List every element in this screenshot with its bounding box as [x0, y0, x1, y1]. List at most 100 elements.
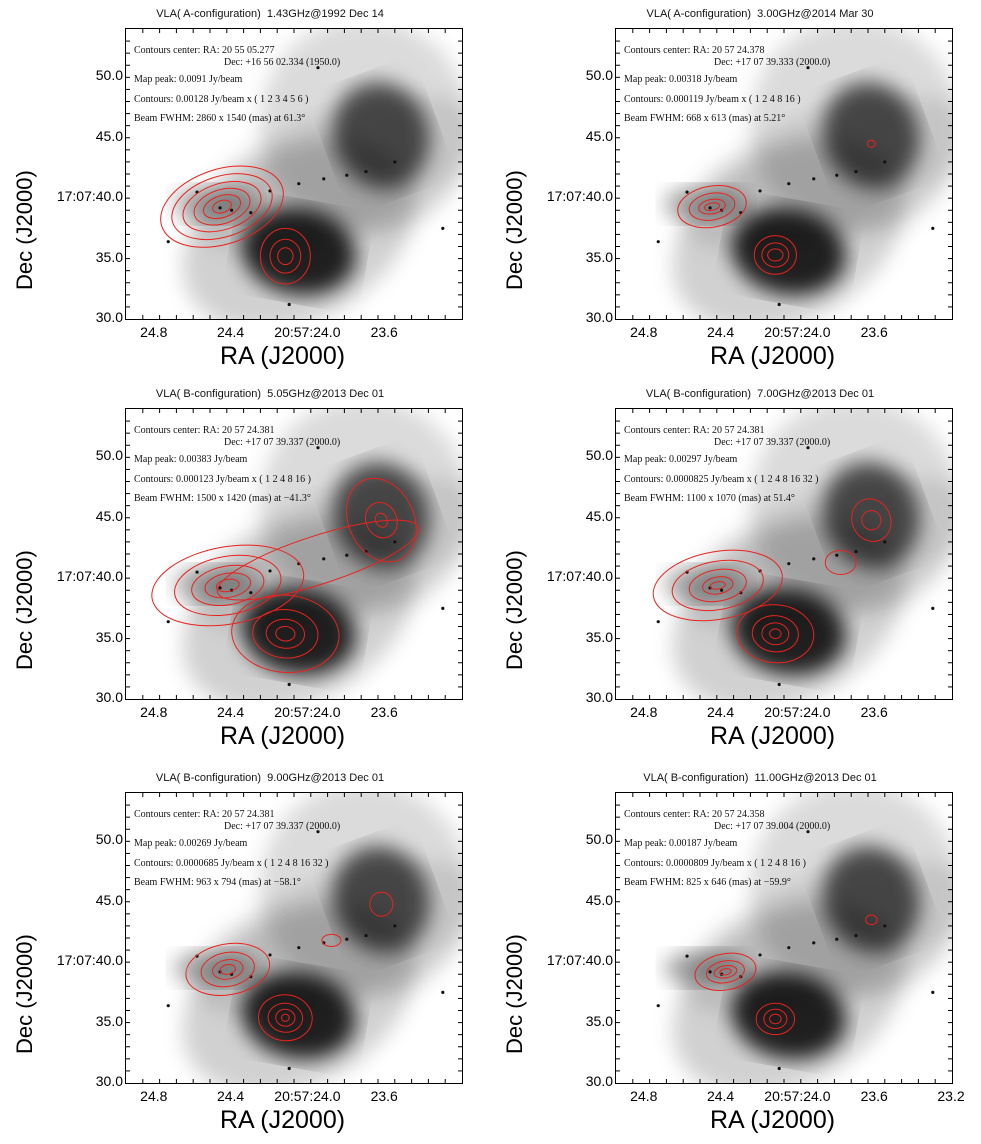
info-center-dec: Dec: +17 07 39.337 (2000.0)	[714, 437, 831, 448]
x-tick-label: 24.4	[216, 1088, 245, 1104]
contour-map	[616, 409, 952, 699]
info-peak: Map peak: 0.00383 Jy/beam	[134, 454, 248, 465]
y-tick-label: 30.0	[95, 309, 123, 325]
contour-level-3	[277, 247, 294, 266]
point-source	[777, 1066, 781, 1071]
contour-level-1	[151, 544, 305, 627]
point-source	[287, 1066, 291, 1071]
contour-level-4	[702, 576, 734, 595]
point-source	[931, 606, 935, 610]
point-source	[441, 606, 445, 610]
point-source	[249, 211, 253, 215]
info-center-dec: Dec: +16 56 02.334 (1950.0)	[224, 57, 341, 68]
x-tick-label: 23.6	[860, 704, 888, 720]
contour-level-2	[751, 615, 799, 653]
panel-title: VLA( B-configuration) 9.00GHz@2013 Dec 0…	[155, 772, 385, 784]
x-axis-title: RA (J2000)	[220, 1106, 346, 1134]
point-source	[854, 169, 858, 174]
contour-level-3	[698, 198, 726, 215]
contour-level-1	[753, 235, 797, 275]
x-tick-label: 20:57:24.0	[764, 324, 831, 340]
info-center-ra: Contours center: RA: 20 57 24.358	[624, 809, 765, 820]
point-source	[393, 160, 397, 164]
contour-level-1	[824, 549, 857, 576]
x-tick-label: 24.8	[140, 324, 168, 340]
y-tick-label: 35.0	[585, 248, 613, 265]
point-source	[708, 970, 712, 974]
point-source	[345, 553, 349, 557]
galaxy-emission	[191, 860, 462, 1016]
x-axis-title: RA (J2000)	[710, 342, 836, 370]
x-tick-label: 24.4	[706, 324, 735, 340]
info-beam: Beam FWHM: 1100 x 1070 (mas) at 51.4°	[624, 493, 795, 504]
contour-level-1	[216, 519, 420, 601]
y-tick-label: 17:07:40.0	[546, 952, 613, 969]
info-center-ra: Contours center: RA: 20 55 05.277	[134, 45, 275, 56]
point-source	[883, 160, 887, 164]
contour-level-2	[763, 1008, 788, 1030]
point-source	[441, 990, 445, 994]
x-tick-label: 23.2	[937, 1088, 965, 1104]
point-source	[787, 182, 791, 186]
point-source	[883, 540, 887, 544]
panel-title: VLA( B-configuration) 5.05GHz@2013 Dec 0…	[155, 388, 385, 400]
contour-level-1	[160, 165, 284, 248]
point-source	[322, 177, 326, 181]
point-source	[656, 620, 660, 624]
x-tick-label: 23.6	[860, 324, 888, 340]
contour-level-4	[769, 628, 782, 640]
y-tick-label: 45.0	[95, 891, 123, 908]
galaxy-emission	[174, 566, 259, 603]
plot-area: Contours center: RA: 20 55 05.277 Dec: +1…	[125, 28, 463, 320]
contour-map	[126, 793, 462, 1083]
point-source	[758, 953, 762, 957]
point-source	[345, 937, 349, 941]
point-source	[287, 302, 291, 307]
y-tick-label: 17:07:40.0	[56, 188, 123, 205]
point-source	[777, 302, 781, 307]
contour-map	[126, 29, 462, 319]
x-tick-label: 24.8	[630, 1088, 658, 1104]
point-source	[195, 570, 199, 574]
point-source	[393, 924, 397, 928]
contour-level-2	[364, 502, 398, 539]
y-tick-label: 17:07:40.0	[546, 568, 613, 585]
point-source	[268, 569, 272, 573]
panel-title: VLA( A-configuration) 3.00GHz@2014 Mar 3…	[646, 8, 874, 20]
galaxy-emission	[681, 96, 952, 252]
plot-area: Contours center: RA: 20 57 24.378 Dec: +1…	[615, 28, 953, 320]
point-source	[218, 586, 222, 590]
contour-level-2	[861, 510, 882, 531]
y-tick-label: 50.0	[585, 831, 613, 848]
point-source	[812, 557, 816, 561]
point-source	[364, 933, 368, 938]
info-center-dec: Dec: +17 07 39.333 (2000.0)	[714, 57, 831, 68]
y-tick-label: 45.0	[95, 507, 123, 524]
galaxy-emission	[681, 860, 952, 1016]
contour-level-3	[767, 248, 784, 262]
contour-level-3	[713, 965, 738, 979]
y-tick-label: 17:07:40.0	[56, 952, 123, 969]
contour-level-3	[374, 512, 388, 528]
info-beam: Beam FWHM: 1500 x 1420 (mas) at −41.3°	[134, 493, 311, 504]
y-axis-title: Dec (J2000)	[502, 550, 527, 670]
point-source	[364, 169, 368, 174]
y-tick-label: 45.0	[585, 127, 613, 144]
x-tick-label: 24.8	[140, 1088, 168, 1104]
contour-level-2	[252, 609, 319, 659]
contour-level-3	[761, 622, 790, 646]
x-tick-label: 24.8	[630, 324, 658, 340]
x-tick-label: 24.4	[216, 704, 245, 720]
contour-level-4	[193, 187, 251, 226]
contour-level-3	[275, 1008, 296, 1027]
info-center-dec: Dec: +17 07 39.337 (2000.0)	[224, 821, 341, 832]
contour-level-1	[755, 1002, 796, 1036]
y-tick-label: 45.0	[585, 891, 613, 908]
point-source	[166, 240, 170, 244]
x-tick-label: 23.6	[370, 1088, 398, 1104]
contour-level-4	[275, 625, 296, 642]
x-tick-label: 20:57:24.0	[764, 704, 831, 720]
contour-level-3	[265, 618, 306, 649]
info-center-dec: Dec: +17 07 39.004 (2000.0)	[714, 821, 831, 832]
panel-1: VLA( A-configuration) 1.43GHz@1992 Dec 1…	[0, 0, 490, 380]
